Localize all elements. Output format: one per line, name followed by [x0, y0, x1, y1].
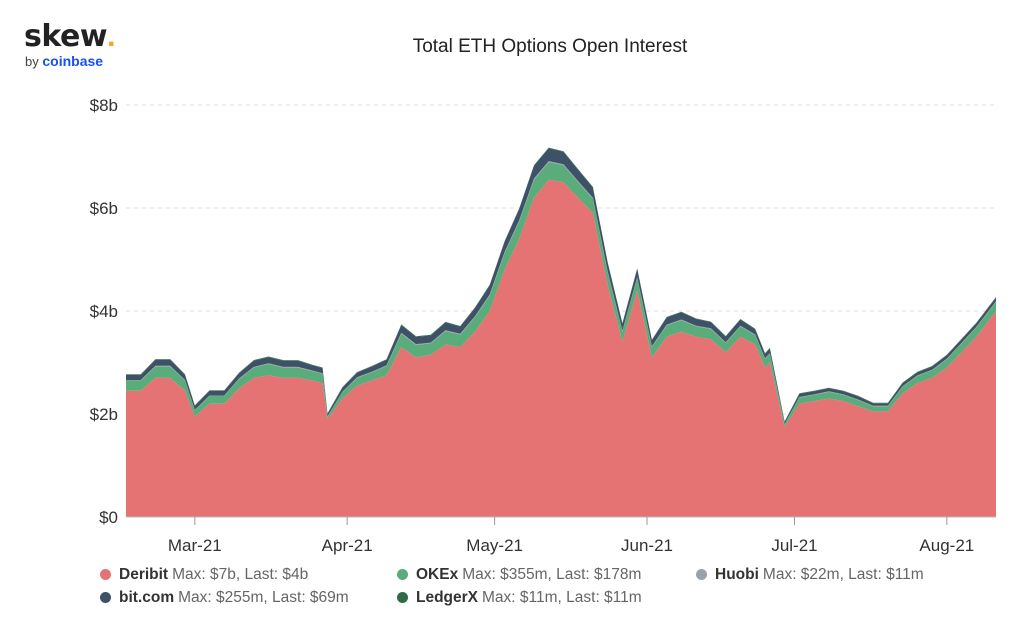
legend-dot [397, 569, 408, 580]
legend-dot [696, 569, 707, 580]
y-tick-label: $2b [90, 405, 118, 424]
legend-series-name: Deribit [119, 566, 169, 583]
y-tick-label: $4b [90, 302, 118, 321]
logo-brand: coinbase [42, 53, 104, 69]
legend-series-stats: Max: $255m, Last: $69m [178, 589, 349, 606]
x-tick-label: Jul-21 [771, 536, 817, 555]
chart-title: Total ETH Options Open Interest [412, 36, 688, 57]
x-tick-label: Jun-21 [621, 536, 673, 555]
y-tick-label: $6b [90, 199, 118, 218]
legend-item-ledgerx[interactable]: LedgerX Max: $11m, Last: $11m [397, 589, 642, 607]
chart-canvas: $0 $2b $4b $6b $8b Mar-21 Apr-21 May-21 Jun-21 Ju… [90, 96, 996, 555]
x-tick-label: Aug-21 [919, 536, 974, 555]
legend-series-name: OKEx [416, 566, 459, 583]
series-area-okex [126, 162, 996, 427]
legend-series-name: bit.com [119, 589, 175, 606]
legend-item-bit-com[interactable]: bit.com Max: $255m, Last: $69m [100, 589, 349, 607]
logo-word: skew [24, 19, 108, 54]
series-area-deribit [126, 179, 996, 517]
y-tick-label: $0 [99, 508, 118, 527]
legend-series-stats: Max: $7b, Last: $4b [172, 566, 309, 583]
legend-series-stats: Max: $11m, Last: $11m [482, 589, 642, 606]
legend-dot [100, 592, 111, 603]
x-tick-label: Mar-21 [168, 536, 222, 555]
logo-byline: by coinbase [24, 54, 115, 68]
legend-item-huobi[interactable]: Huobi Max: $22m, Last: $11m [696, 566, 924, 584]
x-tick-label: May-21 [466, 536, 523, 555]
legend-dot [100, 569, 111, 580]
legend-series-name: Huobi [715, 566, 759, 583]
legend-item-okex[interactable]: OKEx Max: $355m, Last: $178m [397, 566, 641, 584]
skew-logo: skew. by coinbase [24, 19, 116, 69]
legend-series-name: LedgerX [416, 589, 479, 606]
y-tick-label: $8b [90, 96, 118, 115]
x-tick-label: Apr-21 [322, 536, 373, 555]
legend-item-deribit[interactable]: Deribit Max: $7b, Last: $4b [100, 566, 308, 584]
logo-by: by [25, 54, 39, 69]
logo-dot: . [107, 20, 116, 53]
legend-series-stats: Max: $22m, Last: $11m [762, 566, 924, 583]
legend-dot [397, 592, 408, 603]
legend-series-stats: Max: $355m, Last: $178m [462, 566, 642, 583]
